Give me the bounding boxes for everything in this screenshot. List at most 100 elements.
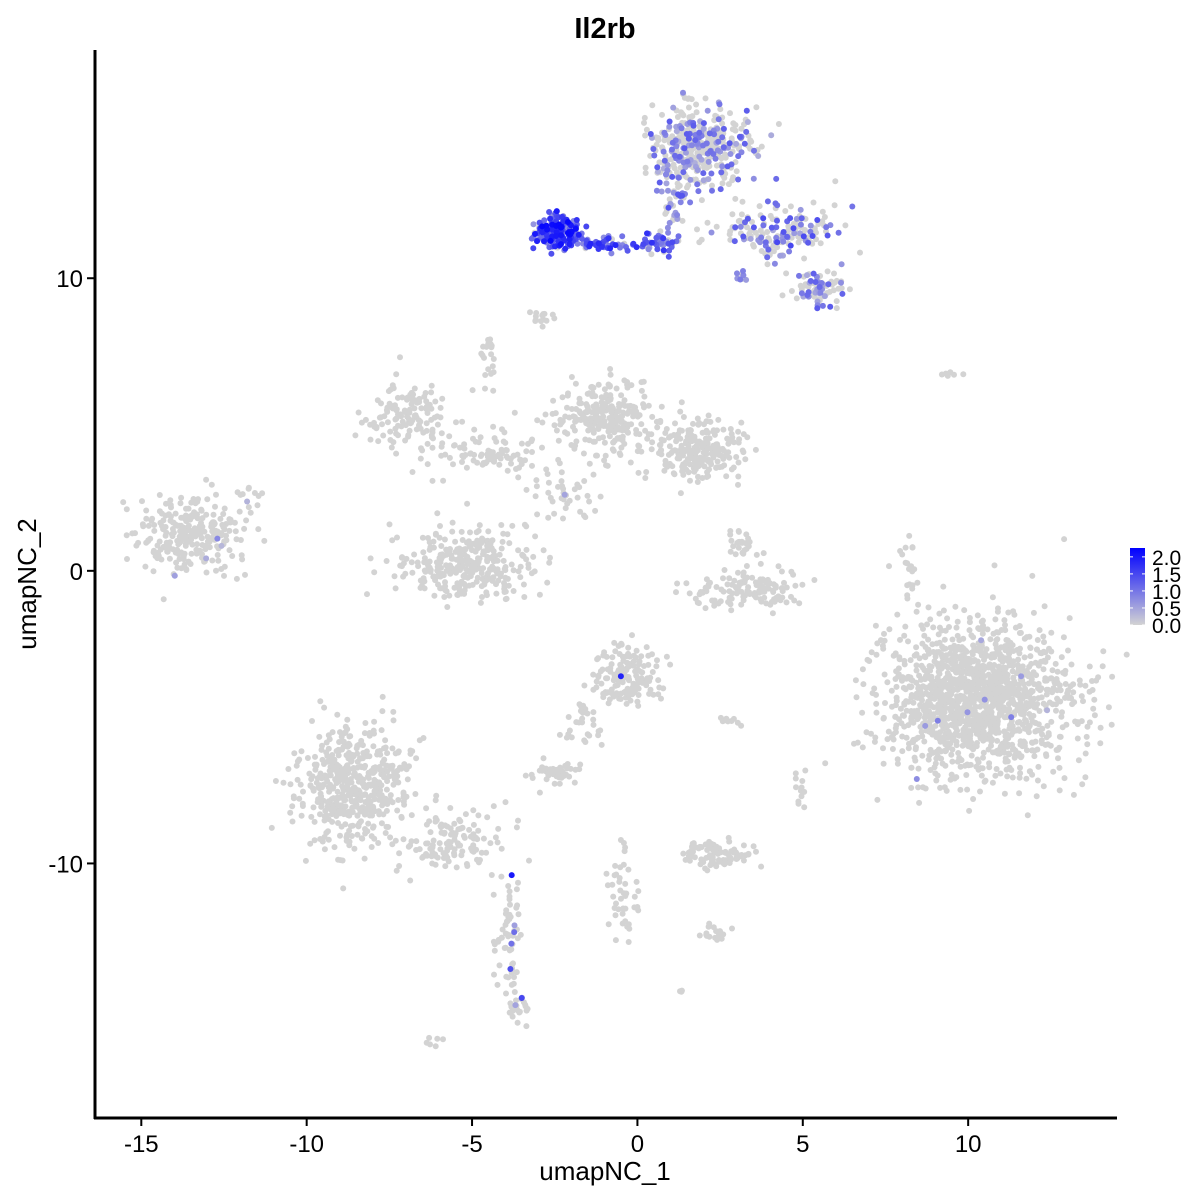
cell-point: [897, 548, 904, 554]
cell-point: [902, 544, 909, 551]
cell-point: [178, 494, 185, 501]
cell-point: [557, 416, 564, 423]
cell-point: [386, 773, 393, 780]
cell-point: [498, 845, 505, 852]
cell-point: [194, 541, 200, 548]
cell-point: [1010, 608, 1017, 615]
cell-point: [392, 837, 399, 844]
cell-point: [1025, 673, 1032, 680]
cell-point: [1055, 755, 1061, 762]
cell-point: [579, 709, 586, 716]
cell-point: [556, 780, 563, 787]
expressing-cell-point: [743, 128, 750, 135]
cell-point: [567, 765, 574, 772]
cell-point: [966, 670, 973, 677]
cell-point: [927, 746, 934, 753]
cell-point: [667, 661, 674, 668]
cell-point: [602, 452, 609, 459]
cell-point: [156, 508, 163, 515]
cell-point: [864, 656, 871, 663]
expressing-cell-point: [731, 238, 738, 245]
cell-point: [627, 697, 634, 704]
cell-point: [957, 786, 964, 793]
cell-point: [626, 925, 633, 932]
cell-point: [896, 716, 902, 723]
cell-point: [180, 514, 187, 521]
cell-point: [496, 461, 503, 468]
cell-point: [915, 765, 922, 772]
cell-point: [598, 741, 605, 748]
cell-point: [455, 842, 462, 849]
expressing-cell-point: [716, 101, 723, 108]
cell-point: [560, 485, 567, 492]
cell-point: [1017, 764, 1023, 771]
cell-point: [944, 664, 951, 671]
cell-point: [384, 750, 391, 757]
cell-point: [935, 631, 942, 638]
cell-point: [245, 485, 252, 492]
cell-point: [944, 615, 951, 622]
cell-point: [617, 661, 624, 668]
expressing-cell-point: [849, 203, 856, 210]
cell-point: [320, 781, 327, 788]
cell-point: [977, 788, 983, 795]
cell-point: [959, 742, 966, 749]
cell-point: [1062, 694, 1068, 701]
cell-point: [514, 451, 521, 458]
cell-point: [408, 812, 415, 819]
cell-point: [880, 760, 887, 767]
cell-point: [606, 696, 613, 703]
expressing-cell-point: [658, 239, 665, 246]
cell-point: [464, 557, 471, 564]
cell-point: [1026, 768, 1033, 775]
cell-point: [474, 537, 481, 544]
cell-point: [943, 747, 949, 754]
cell-point: [521, 521, 528, 528]
cell-point: [294, 776, 301, 783]
cell-point: [553, 427, 560, 434]
cell-point: [478, 583, 485, 590]
cell-point: [1026, 711, 1033, 717]
expressing-cell-point: [218, 542, 225, 549]
cell-point: [365, 782, 372, 789]
expressing-cell-point: [807, 222, 814, 229]
cell-point: [940, 734, 947, 741]
cell-point: [947, 675, 954, 682]
cell-point: [666, 196, 673, 203]
cell-point: [311, 818, 318, 825]
cell-point: [903, 707, 910, 714]
cell-point: [893, 668, 900, 675]
cell-point: [778, 568, 785, 575]
cell-point: [579, 715, 586, 722]
cell-point: [490, 938, 497, 945]
cell-point: [643, 469, 650, 475]
cell-point: [1034, 777, 1041, 784]
cell-point: [314, 799, 321, 805]
cell-point: [459, 418, 466, 425]
expressing-cell-point: [839, 290, 846, 297]
cell-point: [674, 580, 681, 587]
cell-point: [913, 690, 920, 697]
cell-point: [1077, 681, 1084, 688]
cell-point: [760, 577, 767, 584]
cell-point: [729, 925, 735, 932]
cell-point: [979, 765, 986, 772]
cell-point: [882, 700, 888, 706]
cell-point: [581, 478, 588, 484]
cell-point: [679, 463, 686, 470]
cell-point: [1043, 753, 1050, 759]
cell-point: [730, 849, 737, 856]
expressing-cell-point: [772, 200, 779, 207]
cell-point: [986, 760, 993, 767]
cell-point: [995, 629, 1002, 636]
cell-point: [994, 747, 1001, 754]
cell-point: [908, 784, 915, 791]
cell-point: [433, 792, 440, 799]
cell-point: [968, 632, 975, 639]
cell-point: [1046, 699, 1053, 706]
cell-point: [453, 864, 460, 871]
cell-point: [636, 431, 643, 438]
cell-point: [609, 654, 616, 661]
cell-point: [590, 671, 597, 678]
cell-point: [449, 519, 456, 526]
